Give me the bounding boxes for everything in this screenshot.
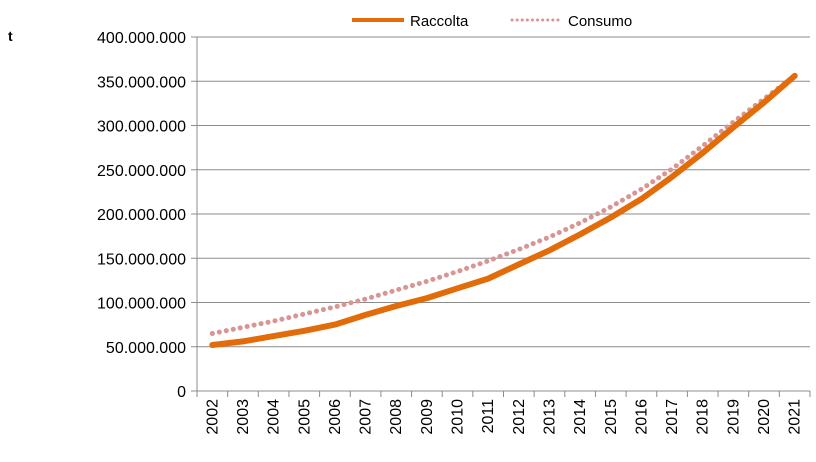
x-tick-label: 2019 <box>725 399 742 435</box>
x-tick-label: 2010 <box>450 399 467 435</box>
x-tick-label: 2012 <box>511 399 528 435</box>
x-tick-label: 2008 <box>388 399 405 435</box>
series-line-consumo <box>209 73 798 336</box>
y-tick-label: 200.000.000 <box>97 207 186 224</box>
x-tick-label: 2020 <box>756 399 773 435</box>
x-tick-label: 2013 <box>541 399 558 435</box>
x-tick-label: 2003 <box>235 399 252 435</box>
legend-label-consumo: Consumo <box>568 13 632 30</box>
x-tick-label: 2021 <box>787 399 804 435</box>
x-tick-label: 2015 <box>603 399 620 435</box>
x-tick-label: 2007 <box>358 399 375 435</box>
series-line-raccolta <box>209 72 798 348</box>
x-tick-label: 2011 <box>480 399 497 434</box>
y-tick-label: 0 <box>177 384 186 401</box>
x-tick-label: 2014 <box>572 399 589 435</box>
x-tick-label: 2005 <box>296 399 313 435</box>
x-tick-label: 2018 <box>695 399 712 435</box>
series <box>209 72 798 348</box>
legend: Raccolta Consumo <box>352 13 632 30</box>
y-tick-label: 150.000.000 <box>97 251 186 268</box>
x-tick-label: 2004 <box>266 399 283 435</box>
x-tick-label: 2016 <box>633 399 650 435</box>
x-tick-label: 2002 <box>204 399 221 435</box>
x-tick-label: 2009 <box>419 399 436 435</box>
y-tick-label: 50.000.000 <box>106 340 186 357</box>
y-tick-label: 400.000.000 <box>97 30 186 47</box>
y-tick-label: 350.000.000 <box>97 74 186 91</box>
x-tick-labels: 2002 2003 2004 2005 2006 2007 2008 2009 2010 2011… <box>204 399 803 435</box>
y-tick-label: 300.000.000 <box>97 119 186 136</box>
y-tick-label: 100.000.000 <box>97 296 186 313</box>
y-tick-label: 250.000.000 <box>97 163 186 180</box>
x-tick-label: 2006 <box>327 399 344 435</box>
axes <box>191 36 811 397</box>
x-tick-label: 2017 <box>664 399 681 435</box>
y-tick-labels: 0 50.000.000 100.000.000 150.000.000 200.000… <box>97 30 186 401</box>
gridlines <box>197 36 810 348</box>
y-axis-label: t <box>8 28 13 44</box>
legend-label-raccolta: Raccolta <box>410 13 469 30</box>
